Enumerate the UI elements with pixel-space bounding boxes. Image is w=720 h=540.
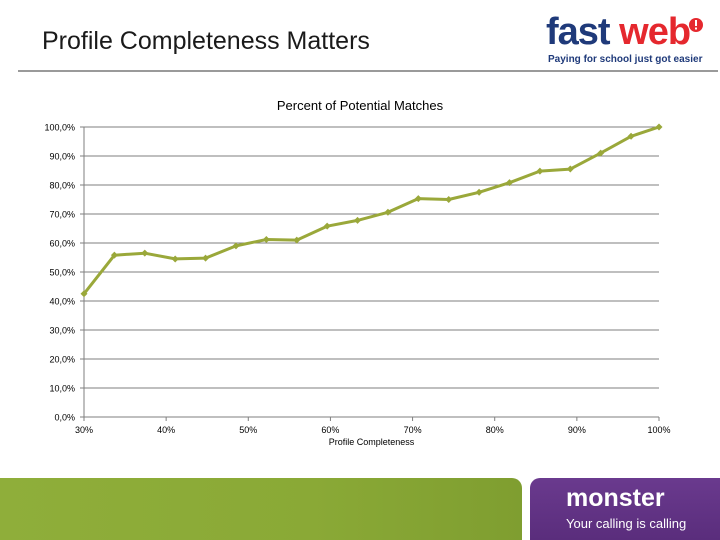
data-point [506, 179, 513, 187]
data-point [655, 123, 663, 131]
line-chart: 0,0% 10,0% 20,0% 30,0% 40,0% 50,0% 60,0% 70,0% 8… [44, 123, 670, 448]
x-tick-label: 90% [568, 425, 586, 435]
y-tick-label: 90,0% [49, 152, 75, 162]
data-point [80, 290, 88, 298]
x-tick-label: 80% [486, 425, 504, 435]
x-tick-label: 60% [321, 425, 339, 435]
y-tick-label: 30,0% [49, 326, 75, 336]
monster-logo: monster [566, 484, 665, 512]
y-tick-label: 20,0% [49, 355, 75, 365]
title-divider [18, 70, 718, 72]
data-point [566, 165, 574, 173]
data-point [293, 236, 301, 244]
x-axis-label: Profile Completeness [329, 437, 415, 447]
data-point [262, 236, 270, 244]
data-point [171, 255, 179, 263]
data-point [110, 251, 118, 259]
x-tick-label: 40% [157, 425, 175, 435]
x-tick-label: 70% [404, 425, 422, 435]
y-tick-label: 60,0% [49, 239, 75, 249]
y-tick-label: 0,0% [54, 413, 75, 423]
data-point [597, 149, 605, 157]
x-tick-label: 50% [239, 425, 257, 435]
chart-title: Percent of Potential Matches [276, 98, 444, 113]
fastweb-logo: fast web Paying for school just got easi… [546, 10, 714, 70]
logo-badge-icon [689, 18, 703, 32]
logo-tagline: Paying for school just got easier [548, 54, 703, 65]
logo-wordmark-text: fast [546, 11, 611, 53]
data-point [414, 195, 422, 203]
slide-title: Profile Completeness Matters [42, 27, 370, 55]
data-point [202, 254, 210, 262]
x-tick-label: 100% [647, 425, 670, 435]
logo-wordmark-accent: web [619, 11, 691, 53]
y-tick-label: 10,0% [49, 384, 75, 394]
data-point [323, 222, 331, 230]
data-point [627, 132, 635, 140]
y-tick-label: 100,0% [44, 123, 75, 133]
data-point [232, 242, 240, 250]
series-line [82, 125, 660, 295]
data-point [384, 208, 392, 216]
monster-tagline: Your calling is calling [566, 516, 687, 531]
data-point [475, 188, 483, 196]
logo-wordmark: fast web [546, 10, 691, 54]
footer-monster-panel: monster Your calling is calling [530, 478, 720, 540]
y-tick-label: 40,0% [49, 297, 75, 307]
data-point [354, 216, 362, 224]
data-point [141, 249, 149, 257]
y-tick-label: 70,0% [49, 210, 75, 220]
data-point [536, 167, 544, 175]
footer-green-band [0, 478, 522, 540]
data-point [445, 196, 453, 203]
y-tick-label: 50,0% [49, 268, 75, 278]
y-tick-label: 80,0% [49, 181, 75, 191]
x-tick-label: 30% [75, 425, 93, 435]
